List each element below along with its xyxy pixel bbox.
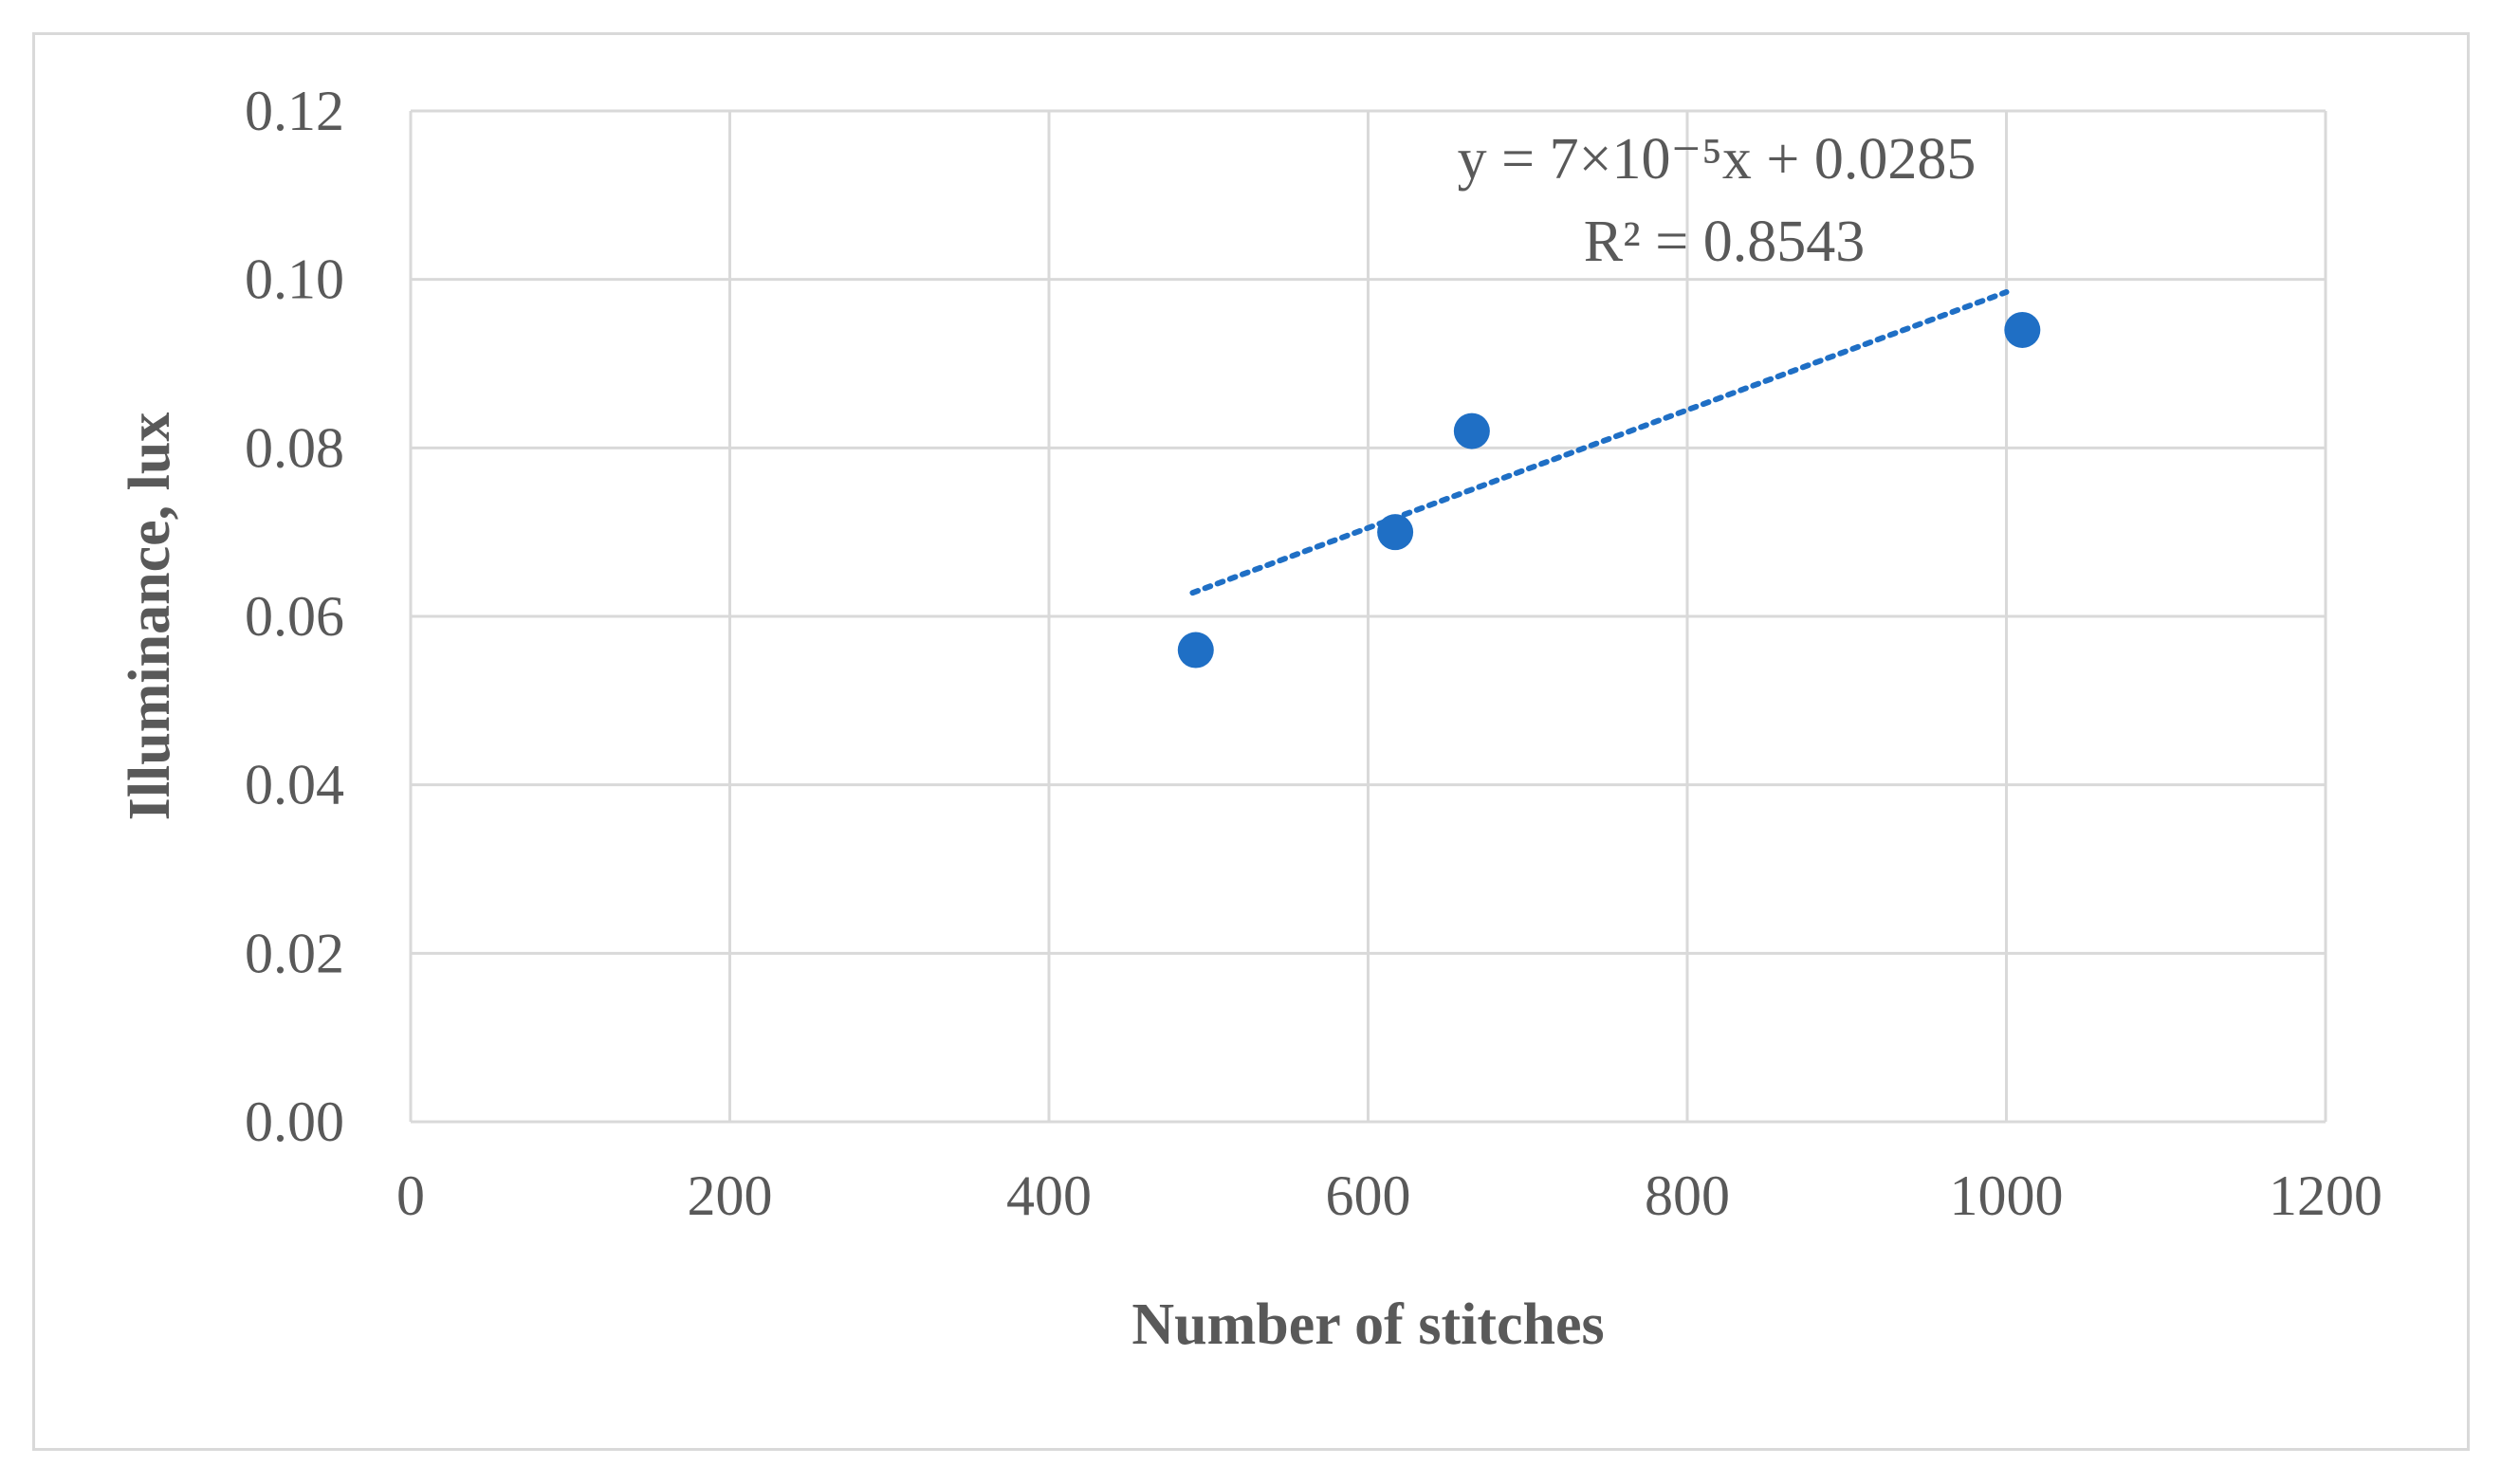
tick-labels-layer: 0 200 400 600 800 1000 1200 0.00 0.02 0.04 0.06 0.0… (245, 80, 2382, 1227)
trendline-equation: y = 7×10⁻⁵x + 0.0285 (1458, 127, 1977, 192)
x-tick-label: 800 (1645, 1164, 1730, 1227)
y-tick-label: 0.08 (245, 416, 344, 479)
x-tick-label: 200 (688, 1164, 773, 1227)
x-tick-label: 0 (396, 1164, 425, 1227)
data-points-layer (1177, 311, 2041, 669)
chart-frame (32, 32, 2470, 1451)
grid-layer (409, 109, 2327, 1124)
y-tick-label: 0.02 (245, 922, 344, 984)
x-axis-title: Number of stitches (1131, 1292, 1604, 1357)
x-tick-label: 400 (1006, 1164, 1092, 1227)
trendline-r2: R² = 0.8543 (1584, 210, 1865, 274)
data-point (1453, 412, 1490, 449)
data-point (1177, 632, 1214, 669)
x-tick-label: 1000 (1950, 1164, 2064, 1227)
data-point (1377, 514, 1414, 551)
trendline-layer (1189, 288, 2010, 596)
x-tick-label: 600 (1326, 1164, 1411, 1227)
y-tick-label: 0.04 (245, 754, 344, 816)
y-axis-title: Illuminance, lux (118, 412, 182, 821)
y-tick-label: 0.00 (245, 1090, 344, 1153)
data-point (2004, 311, 2041, 348)
x-tick-label: 1200 (2269, 1164, 2382, 1227)
y-tick-label: 0.12 (245, 80, 344, 142)
y-tick-label: 0.06 (245, 585, 344, 648)
trendline (1189, 288, 2010, 596)
y-tick-label: 0.10 (245, 248, 344, 311)
